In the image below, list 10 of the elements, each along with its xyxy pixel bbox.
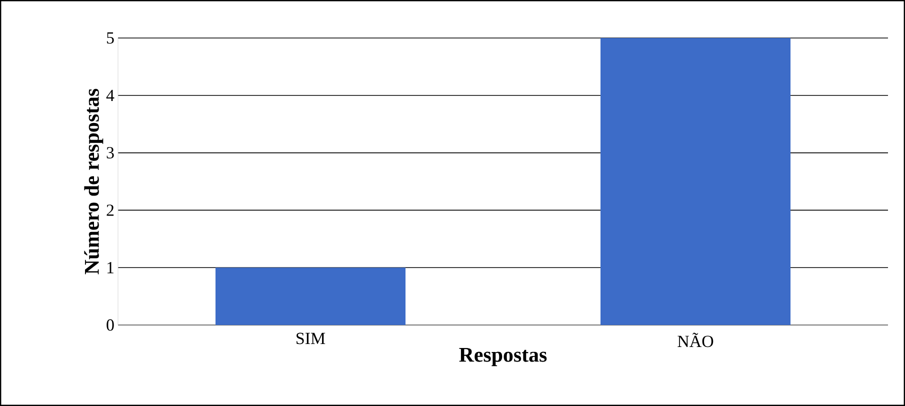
y-tick-label: 0 — [106, 319, 114, 331]
y-tick-label: 2 — [106, 204, 114, 216]
y-axis-title: Número de respostas — [84, 88, 104, 274]
y-tick-label: 3 — [106, 147, 114, 158]
x-axis-title: Respostas — [459, 348, 547, 366]
y-tick-label: 4 — [106, 90, 114, 101]
y-tick-label: 1 — [107, 262, 114, 274]
x-tick-label: NÃO — [678, 332, 714, 348]
x-tick-label: SIM — [296, 332, 326, 344]
y-tick-label: 5 — [106, 32, 114, 44]
